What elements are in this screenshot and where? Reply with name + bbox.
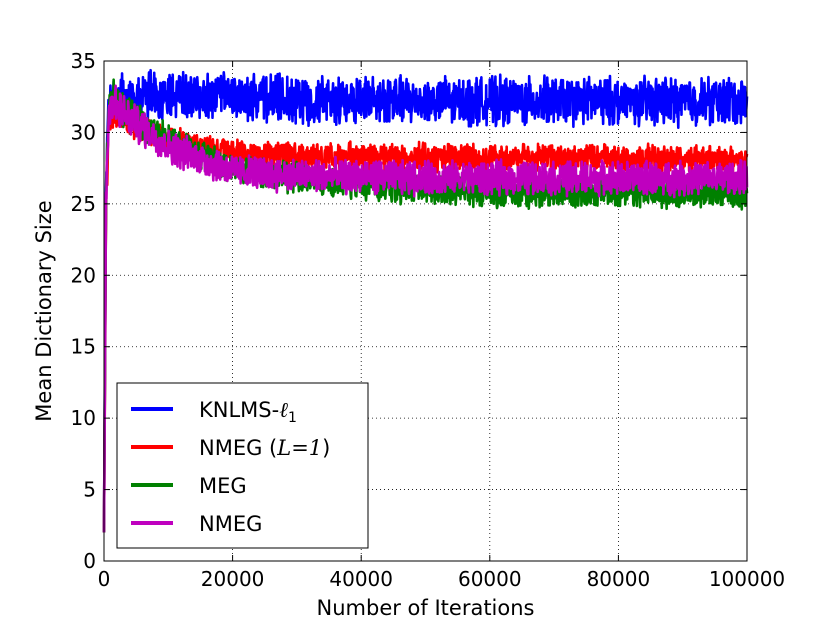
y-tick-label-4: 20 xyxy=(71,263,96,287)
tick-labels: 0 5 10 15 20 25 30 35 0 20000 40000 60000 80000 10000… xyxy=(71,49,786,591)
legend-label-3: NMEG xyxy=(199,512,262,536)
legend-label-main-3: NMEG xyxy=(199,512,262,536)
x-tick-label-1: 20000 xyxy=(201,567,265,591)
y-tick-label-5: 25 xyxy=(71,192,96,216)
plot-frame xyxy=(103,60,748,562)
ticks xyxy=(103,60,748,562)
y-axis-title: Mean Dictionary Size xyxy=(32,200,56,421)
legend-label-math-0: ℓ xyxy=(279,398,288,422)
x-tick-label-0: 0 xyxy=(98,567,111,591)
series-line-3 xyxy=(102,84,749,533)
x-axis-title: Number of Iterations xyxy=(317,596,535,620)
legend-label-main-0: KNLMS- xyxy=(199,398,279,422)
series-line-0 xyxy=(102,68,749,533)
y-tick-label-0: 0 xyxy=(83,549,96,573)
legend-label-sub-0: 1 xyxy=(288,410,297,426)
y-tick-label-3: 15 xyxy=(71,335,96,359)
legend-label-0: KNLMS-ℓ1 xyxy=(199,398,297,426)
x-tick-label-3: 60000 xyxy=(458,567,522,591)
x-tick-label-2: 40000 xyxy=(329,567,393,591)
x-tick-label-4: 80000 xyxy=(587,567,651,591)
y-tick-label-1: 5 xyxy=(83,478,96,502)
y-tick-label-7: 35 xyxy=(71,49,96,73)
y-tick-label-2: 10 xyxy=(71,406,96,430)
legend-label-end-1: ) xyxy=(322,436,330,460)
legend-label-2: MEG xyxy=(199,474,247,498)
legend-label-main-2: MEG xyxy=(199,474,247,498)
legend-label-main-1: NMEG ( xyxy=(199,436,277,460)
legend-label-1: NMEG (L=1) xyxy=(199,436,330,460)
legend-items: KNLMS-ℓ1 NMEG (L=1) MEG NMEG xyxy=(131,398,330,536)
x-tick-label-5: 100000 xyxy=(709,567,785,591)
y-tick-label-6: 30 xyxy=(71,120,96,144)
legend: KNLMS-ℓ1 NMEG (L=1) MEG NMEG xyxy=(116,382,369,549)
plot-lines xyxy=(102,68,749,533)
legend-label-math-1: L=1 xyxy=(276,436,322,460)
